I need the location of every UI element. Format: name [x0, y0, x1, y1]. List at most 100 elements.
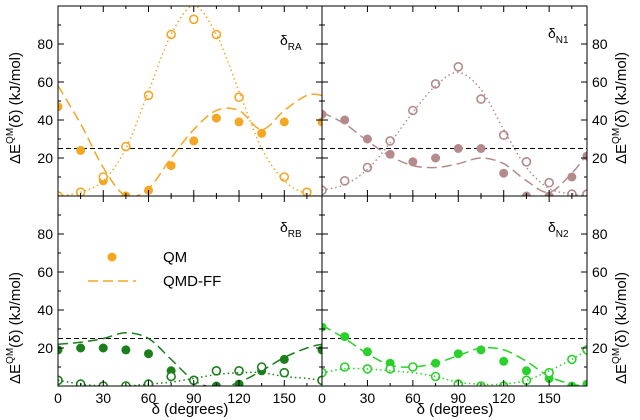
qm-point: [385, 149, 395, 159]
open-point: [567, 354, 577, 365]
qm-point: [322, 109, 327, 119]
x-tick-label: 0: [318, 390, 326, 406]
y-tick-label: 20: [592, 150, 608, 166]
open-point: [322, 367, 327, 378]
open-point: [476, 94, 486, 104]
open-point: [339, 362, 350, 372]
y-tick-label: 20: [592, 340, 608, 356]
open-point: [408, 362, 418, 372]
dashed-line-series: [322, 111, 587, 194]
x-tick-label: 120: [492, 390, 516, 406]
y-tick-label: 60: [37, 264, 53, 280]
qm-point: [121, 345, 131, 355]
open-point: [121, 141, 131, 152]
legend-qm-marker: [107, 252, 117, 262]
y-axis-label-left-top: ΔEQM(δ) (kJ/mol): [5, 52, 24, 164]
qm-point: [567, 172, 577, 182]
qm-point: [189, 136, 199, 146]
qm-point: [453, 144, 463, 153]
qm-point: [257, 128, 267, 138]
qm-point: [362, 347, 372, 357]
x-tick-label: 60: [405, 390, 421, 406]
y-tick-label: 20: [37, 150, 53, 166]
qm-point: [431, 153, 441, 163]
qm-point: [476, 345, 486, 355]
panel-rb: 20 40 60 80 0 30 60 90 120 150 δRB: [37, 195, 323, 406]
y-tick-label: 20: [37, 340, 53, 356]
open-point: [211, 29, 222, 40]
y-tick-label: 60: [37, 74, 53, 90]
x-axis-label-left: δ (degrees): [152, 401, 229, 418]
open-point: [166, 371, 176, 382]
open-point: [256, 362, 267, 372]
y-axis-label-left-bottom: ΔEQM(δ) (kJ/mol): [5, 272, 24, 384]
y-tick-label: 60: [592, 264, 608, 280]
x-tick-label: 0: [54, 390, 62, 406]
qm-point: [98, 343, 108, 353]
qm-point: [499, 168, 509, 178]
legend: QM QMD-FF: [88, 249, 221, 290]
x-tick-label: 90: [450, 390, 466, 406]
qm-point: [408, 157, 418, 167]
qm-point: [340, 115, 350, 125]
open-point: [385, 136, 395, 146]
qm-point: [211, 113, 221, 123]
qm-point: [340, 332, 350, 342]
y-tick-label: 40: [37, 302, 53, 318]
panel-n2: 20 40 60 80 0 30 60 90 120 150 δN2: [318, 195, 608, 406]
series-group: [58, 332, 322, 386]
y-tick-label: 80: [37, 36, 53, 52]
x-axis-label-right: δ (degrees): [417, 401, 494, 418]
y-tick-label: 80: [592, 36, 608, 52]
qm-point: [76, 343, 86, 353]
open-point: [453, 62, 464, 72]
qm-point: [362, 134, 372, 144]
y-axis-label-right-top: ΔEQM(δ) (kJ/mol): [611, 52, 630, 164]
y-tick-label: 40: [592, 112, 608, 128]
y-tick-label: 40: [37, 112, 53, 128]
x-tick-label: 60: [141, 390, 157, 406]
open-point: [362, 162, 373, 173]
panel-n1: 20 40 60 80 δN1: [321, 5, 608, 197]
open-point: [302, 187, 312, 196]
panel-label: δRB: [280, 219, 302, 240]
qm-point: [166, 161, 176, 171]
dotted-line-series: [322, 71, 587, 196]
y-tick-label: 60: [592, 74, 608, 90]
open-point: [339, 176, 350, 186]
open-point: [544, 177, 554, 188]
open-point: [188, 14, 199, 25]
qm-point: [279, 117, 289, 127]
qm-point: [234, 117, 244, 127]
open-point: [279, 172, 290, 182]
qm-point: [58, 102, 63, 112]
panel-label: δN2: [548, 219, 569, 240]
open-point: [408, 105, 418, 116]
open-point: [234, 365, 244, 376]
dashed-line-series: [58, 85, 322, 196]
x-tick-label: 150: [537, 390, 561, 406]
qm-point: [521, 366, 531, 376]
qm-point: [499, 356, 509, 366]
x-tick-label: 90: [186, 390, 202, 406]
open-point: [544, 367, 554, 378]
open-point: [211, 365, 222, 376]
open-point: [279, 367, 290, 378]
open-point: [430, 371, 441, 382]
dotted-line-series: [322, 349, 587, 386]
x-tick-label: 120: [227, 390, 251, 406]
series-group: [322, 62, 587, 196]
series-group: [322, 322, 587, 386]
open-point: [385, 364, 395, 374]
open-point: [166, 29, 176, 40]
qm-point: [476, 144, 486, 153]
open-point: [58, 191, 63, 196]
panel-label: δRA: [280, 32, 302, 53]
open-point: [98, 172, 109, 182]
panel-ra: 20 40 60 80 δRA: [37, 5, 323, 197]
open-point: [498, 130, 509, 140]
qm-point: [144, 349, 154, 359]
y-tick-label: 80: [592, 226, 608, 242]
panel-label: δN1: [548, 25, 569, 46]
